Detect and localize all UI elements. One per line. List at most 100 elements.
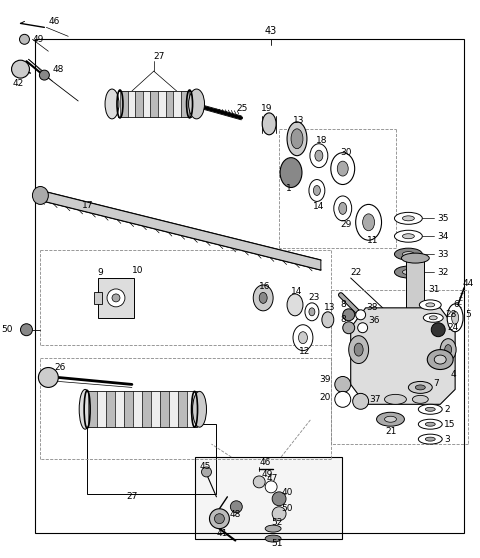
Text: 14: 14	[313, 202, 324, 211]
Ellipse shape	[423, 313, 443, 323]
Ellipse shape	[419, 434, 442, 444]
Bar	[166, 91, 173, 117]
Text: 49: 49	[33, 35, 44, 44]
Ellipse shape	[299, 331, 307, 344]
Ellipse shape	[427, 350, 453, 369]
Bar	[181, 91, 189, 117]
Ellipse shape	[305, 303, 319, 321]
Text: 48: 48	[229, 510, 241, 519]
Ellipse shape	[402, 270, 414, 275]
Circle shape	[431, 323, 445, 336]
Text: 23: 23	[308, 294, 319, 302]
Circle shape	[358, 323, 368, 333]
Bar	[88, 391, 97, 427]
Text: 19: 19	[261, 104, 273, 113]
Bar	[128, 91, 135, 117]
Bar	[135, 91, 143, 117]
Ellipse shape	[402, 234, 414, 239]
Ellipse shape	[429, 316, 437, 320]
Ellipse shape	[384, 416, 396, 422]
Text: 4: 4	[450, 370, 456, 379]
Ellipse shape	[402, 252, 414, 257]
Ellipse shape	[309, 308, 315, 316]
Text: 39: 39	[319, 375, 331, 384]
Text: 46: 46	[48, 17, 60, 26]
Text: 15: 15	[444, 420, 456, 429]
Bar	[160, 391, 168, 427]
Ellipse shape	[339, 203, 347, 214]
Circle shape	[335, 391, 351, 407]
Circle shape	[21, 324, 33, 336]
Text: 27: 27	[154, 52, 165, 61]
Circle shape	[39, 70, 49, 80]
Ellipse shape	[334, 196, 352, 221]
Ellipse shape	[265, 525, 281, 532]
Ellipse shape	[440, 339, 456, 360]
Circle shape	[343, 309, 355, 321]
Text: 35: 35	[437, 214, 449, 223]
Text: 45: 45	[200, 463, 211, 472]
Ellipse shape	[395, 230, 422, 242]
Bar	[142, 391, 151, 427]
Polygon shape	[40, 190, 321, 270]
Text: 50: 50	[1, 325, 12, 334]
Ellipse shape	[395, 213, 422, 224]
Text: 3: 3	[444, 435, 450, 444]
Text: 32: 32	[437, 267, 449, 277]
Text: 30: 30	[341, 148, 352, 157]
Text: 29: 29	[341, 220, 352, 229]
Circle shape	[353, 393, 369, 409]
Text: 48: 48	[52, 65, 64, 74]
Ellipse shape	[384, 395, 407, 405]
Ellipse shape	[420, 300, 441, 310]
Circle shape	[202, 467, 212, 477]
Ellipse shape	[434, 355, 446, 364]
Circle shape	[335, 377, 351, 392]
Ellipse shape	[354, 343, 363, 356]
Text: 12: 12	[299, 347, 311, 356]
Circle shape	[356, 310, 366, 320]
Ellipse shape	[402, 216, 414, 221]
Text: 47: 47	[266, 474, 277, 483]
Bar	[143, 91, 150, 117]
Circle shape	[12, 60, 29, 78]
Text: 51: 51	[271, 539, 283, 548]
Text: 11: 11	[367, 235, 378, 245]
Ellipse shape	[259, 292, 267, 304]
Text: 34: 34	[437, 232, 449, 240]
Ellipse shape	[337, 161, 348, 176]
Text: 22: 22	[351, 267, 362, 277]
Text: 20: 20	[319, 393, 331, 402]
Text: 52: 52	[271, 518, 283, 527]
Circle shape	[20, 35, 29, 44]
Circle shape	[209, 509, 229, 528]
Ellipse shape	[408, 382, 432, 393]
Text: 43: 43	[265, 26, 277, 36]
Ellipse shape	[79, 389, 91, 429]
Ellipse shape	[315, 150, 323, 161]
Bar	[407, 260, 424, 320]
Ellipse shape	[313, 185, 320, 195]
Bar	[173, 91, 181, 117]
Text: 10: 10	[132, 266, 144, 275]
Ellipse shape	[262, 113, 276, 135]
Ellipse shape	[310, 144, 328, 167]
Ellipse shape	[280, 158, 302, 187]
Bar	[120, 91, 128, 117]
Ellipse shape	[395, 248, 422, 260]
Ellipse shape	[395, 266, 422, 278]
Text: 40: 40	[281, 488, 292, 497]
Text: 13: 13	[324, 304, 336, 312]
Ellipse shape	[419, 405, 442, 414]
Bar	[98, 278, 134, 318]
Ellipse shape	[287, 122, 307, 156]
Ellipse shape	[265, 535, 281, 542]
Ellipse shape	[412, 396, 428, 403]
Text: 8: 8	[341, 300, 347, 309]
Ellipse shape	[322, 312, 334, 328]
Text: 36: 36	[369, 316, 380, 325]
Circle shape	[343, 322, 355, 334]
Bar	[150, 91, 158, 117]
Ellipse shape	[348, 336, 369, 364]
Text: 49: 49	[261, 470, 273, 479]
